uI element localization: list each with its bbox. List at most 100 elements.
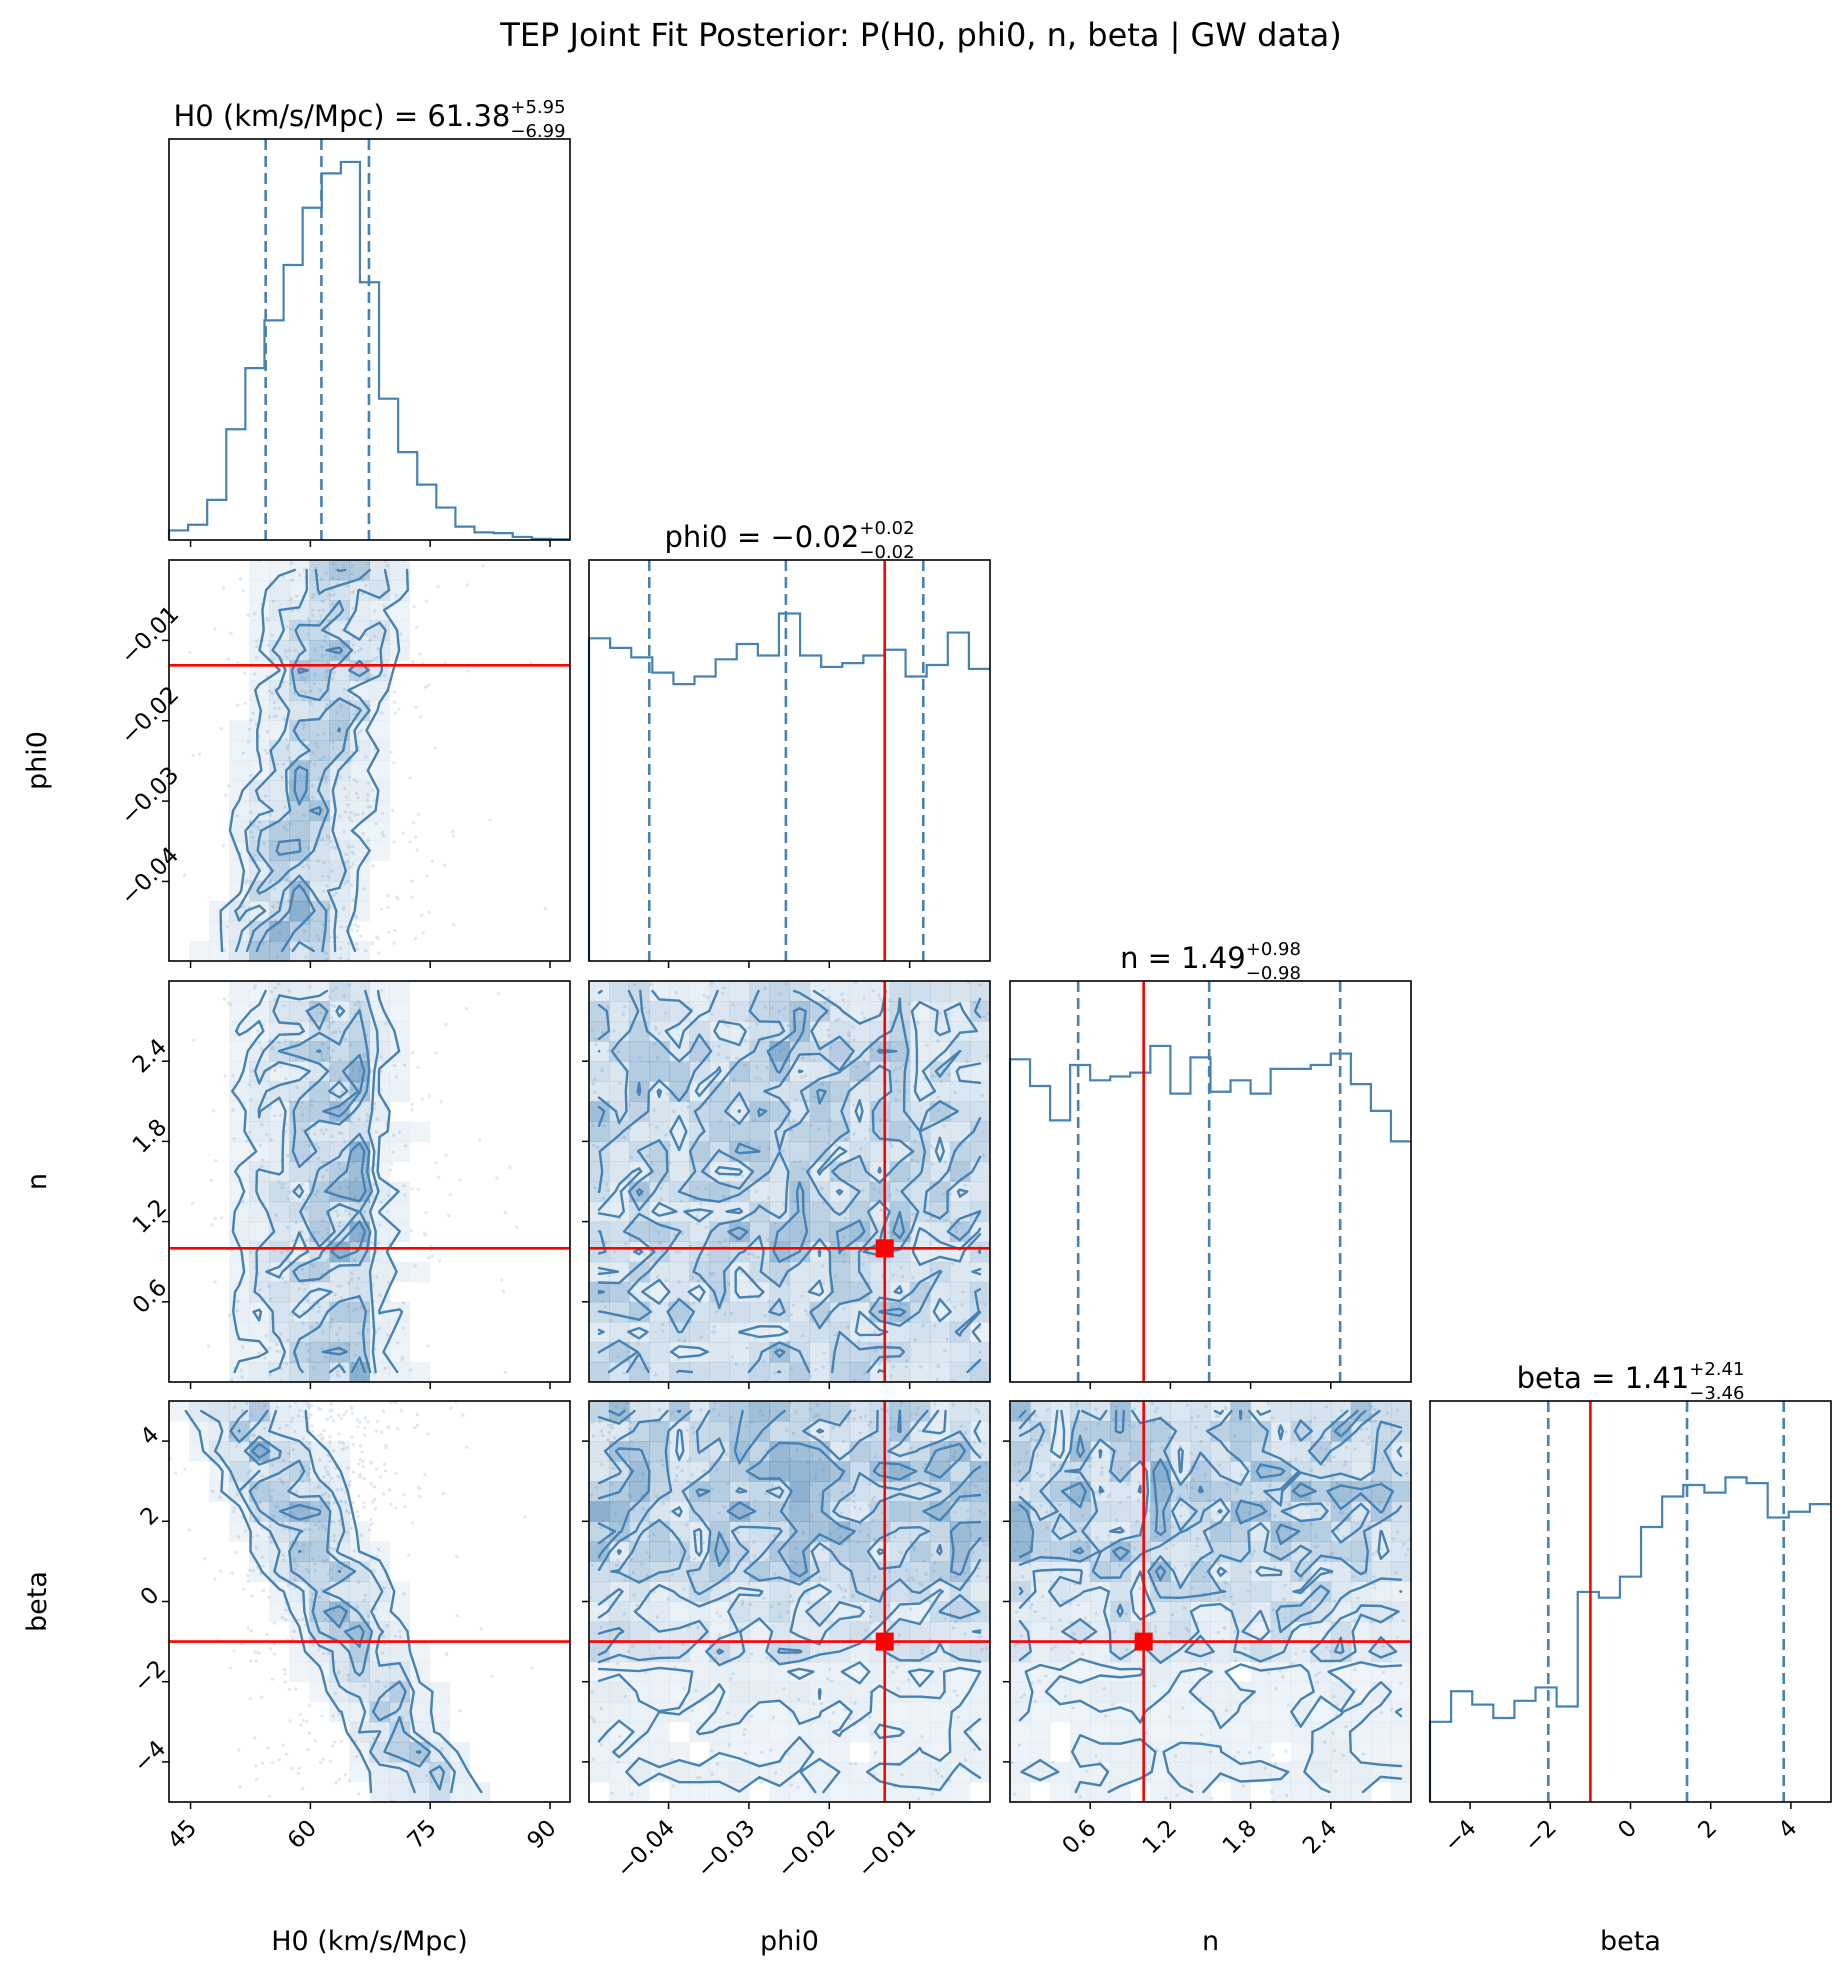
density-cell <box>589 1541 610 1562</box>
density-cell <box>249 700 270 721</box>
density-cell <box>189 940 210 961</box>
density-cell <box>1030 1701 1051 1723</box>
density-cell <box>889 1241 911 1263</box>
density-cell <box>289 860 310 882</box>
density-cell <box>689 1301 710 1323</box>
density-cell <box>1230 1441 1252 1462</box>
density-cell <box>789 1501 811 1522</box>
density-cell <box>269 560 290 581</box>
density-cell <box>1150 1401 1171 1422</box>
density-cell <box>729 1241 750 1263</box>
density-cell <box>1230 1561 1252 1582</box>
density-cell <box>249 1541 270 1562</box>
density-cell <box>889 1621 911 1643</box>
density-cell <box>269 1161 290 1182</box>
density-cell <box>809 1401 831 1422</box>
density-cell <box>909 1161 931 1182</box>
contour-line <box>229 1409 446 1791</box>
density-cell <box>309 1521 330 1542</box>
y-tick-label: −0.02 <box>116 682 184 750</box>
density-cell <box>729 1401 750 1422</box>
density-cell <box>269 1241 290 1263</box>
density-cell <box>849 1581 871 1602</box>
density-cell <box>369 1361 391 1382</box>
density-cell <box>349 820 370 842</box>
density-cell <box>709 1341 730 1363</box>
density-cell <box>889 1761 911 1783</box>
density-cell <box>689 1701 710 1723</box>
density-cell <box>1290 1521 1312 1542</box>
density-cell <box>1130 1661 1151 1683</box>
contour-line <box>219 568 409 953</box>
density-cell <box>189 1401 210 1422</box>
density-cell <box>829 1161 851 1182</box>
density-cell <box>1010 1721 1031 1743</box>
density-cell <box>769 1741 790 1763</box>
density-cell <box>1370 1561 1392 1582</box>
density-cell <box>1390 1601 1411 1623</box>
panel-title-n: n = 1.49+0.98 <box>1120 939 1301 975</box>
density-cell <box>369 1261 391 1283</box>
density-cell <box>269 880 290 902</box>
density-cell <box>369 1121 391 1142</box>
density-cell <box>1370 1581 1392 1602</box>
density-cell <box>869 1781 891 1802</box>
density-cell <box>909 981 931 1002</box>
density-cell <box>709 1101 730 1122</box>
density-cell <box>1090 1421 1111 1442</box>
density-cell <box>649 1721 670 1743</box>
density-cell <box>1090 1581 1111 1602</box>
density-cell <box>709 1441 730 1462</box>
density-cell <box>749 1121 770 1142</box>
density-cell <box>349 1161 370 1182</box>
density-cell <box>269 1021 290 1042</box>
density-cell <box>329 700 350 721</box>
density-cell <box>649 1521 670 1542</box>
density-cell <box>709 1601 730 1623</box>
density-cell <box>309 560 330 581</box>
density-cell <box>309 1081 330 1102</box>
density-cell <box>709 1321 730 1343</box>
density-cell <box>629 1261 650 1283</box>
density-cell <box>1190 1741 1211 1763</box>
density-cell <box>789 1181 811 1203</box>
density-cell <box>729 1181 750 1203</box>
density-cell <box>1190 1601 1211 1623</box>
density-cell <box>869 1741 891 1763</box>
density-cell <box>669 1681 690 1703</box>
contour-line <box>597 1661 982 1794</box>
density-cell <box>929 1781 951 1802</box>
density-cell <box>329 1441 350 1462</box>
density-cell <box>269 1201 290 1223</box>
density-cell <box>389 1061 411 1082</box>
density-cell <box>289 600 310 621</box>
density-cell <box>609 1141 630 1162</box>
density-cell <box>249 900 270 922</box>
density-cell <box>1230 1481 1252 1502</box>
contour-line <box>231 989 404 1374</box>
density-cell <box>1230 1701 1252 1723</box>
density-cell <box>229 940 250 961</box>
density-cell <box>589 1401 610 1422</box>
density-cell <box>929 1281 951 1303</box>
density-cell <box>909 1261 931 1283</box>
density-cell <box>249 800 270 822</box>
density-cell <box>1110 1621 1131 1643</box>
density-cell <box>729 1001 750 1022</box>
density-cell <box>709 1501 730 1522</box>
density-cell <box>1170 1441 1191 1462</box>
density-cell <box>1270 1461 1292 1482</box>
density-cell <box>869 1261 891 1283</box>
density-cell <box>969 1141 990 1162</box>
density-cell <box>309 580 330 601</box>
density-cell <box>409 1641 431 1663</box>
density-cell <box>949 1741 971 1763</box>
density-cell <box>389 1021 411 1042</box>
density-cell <box>829 1741 851 1763</box>
density-cell <box>1390 1701 1411 1723</box>
density-cell <box>389 600 411 621</box>
density-cell <box>589 1661 610 1683</box>
density-cell <box>809 1601 831 1623</box>
density-cell <box>749 1681 770 1703</box>
density-cell <box>749 1721 770 1743</box>
